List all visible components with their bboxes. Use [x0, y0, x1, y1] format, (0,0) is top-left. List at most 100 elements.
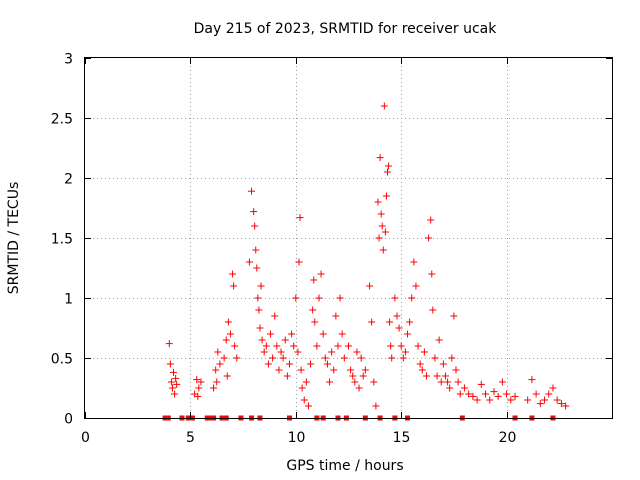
- y-tick-label: 2.5: [51, 112, 73, 128]
- data-point: [366, 282, 374, 290]
- data-point: [277, 348, 285, 356]
- data-point: [435, 336, 443, 344]
- data-point: [285, 360, 293, 368]
- data-point: [433, 372, 441, 380]
- y-tick-label: 1: [64, 292, 73, 308]
- data-point: [406, 318, 414, 326]
- data-point: [319, 330, 327, 338]
- data-point: [465, 390, 473, 398]
- data-point: [260, 348, 268, 356]
- data-point: [296, 214, 304, 222]
- data-point: [386, 318, 394, 326]
- data-point: [429, 306, 437, 314]
- data-point: [431, 354, 439, 362]
- data-point: [372, 402, 380, 410]
- data-point: [258, 336, 266, 344]
- data-point: [230, 282, 238, 290]
- data-point: [404, 330, 412, 338]
- data-point: [315, 294, 323, 302]
- x-tick-label: 15: [393, 430, 411, 446]
- data-point: [498, 378, 506, 386]
- data-point: [355, 384, 363, 392]
- data-point: [528, 376, 536, 384]
- data-point: [416, 360, 424, 368]
- data-point: [257, 282, 265, 290]
- data-point: [273, 342, 281, 350]
- data-point: [456, 390, 464, 398]
- data-point: [214, 348, 222, 356]
- data-point: [313, 342, 321, 350]
- grid: [85, 58, 612, 418]
- data-point: [194, 392, 202, 400]
- data-point: [393, 312, 401, 320]
- data-point: [562, 402, 570, 410]
- data-point: [336, 294, 344, 302]
- data-point: [446, 384, 454, 392]
- data-point: [281, 336, 289, 344]
- y-tick-label: 2: [64, 172, 73, 188]
- data-point: [380, 102, 388, 110]
- data-point: [553, 396, 561, 404]
- data-point: [381, 228, 389, 236]
- data-point: [256, 324, 264, 332]
- data-point: [330, 366, 338, 374]
- data-point: [288, 330, 296, 338]
- data-point: [212, 366, 220, 374]
- data-point: [173, 380, 181, 388]
- data-point: [168, 384, 176, 392]
- data-point: [379, 246, 387, 254]
- data-point: [167, 378, 175, 386]
- data-point: [248, 187, 256, 195]
- data-point: [541, 396, 549, 404]
- data-point: [253, 264, 261, 272]
- data-point: [370, 378, 378, 386]
- data-point: [317, 270, 325, 278]
- data-point: [294, 348, 302, 356]
- data-point: [349, 372, 357, 380]
- data-point: [347, 366, 355, 374]
- data-point: [486, 396, 494, 404]
- data-point: [328, 348, 336, 356]
- data-point: [297, 366, 305, 374]
- plot-frame: [84, 57, 613, 419]
- data-point: [391, 294, 399, 302]
- data-point: [412, 282, 420, 290]
- data-point: [368, 318, 376, 326]
- data-point: [549, 384, 557, 392]
- data-point: [454, 378, 462, 386]
- data-point: [172, 374, 180, 382]
- data-point: [422, 372, 430, 380]
- x-tick-label: 5: [186, 430, 195, 446]
- data-point: [290, 342, 298, 350]
- y-tick-label: 0.5: [51, 352, 73, 368]
- x-tick-label: 10: [288, 430, 306, 446]
- data-point: [382, 192, 390, 200]
- data-point: [477, 380, 485, 388]
- data-point: [557, 400, 565, 408]
- data-point: [170, 368, 178, 376]
- data-point: [251, 222, 259, 230]
- data-point: [383, 168, 391, 176]
- data-point: [307, 360, 315, 368]
- data-point: [220, 354, 228, 362]
- data-point: [378, 222, 386, 230]
- data-point: [275, 366, 283, 374]
- data-point: [545, 390, 553, 398]
- data-point: [310, 276, 318, 284]
- x-tick-label: 20: [499, 430, 517, 446]
- data-point: [473, 396, 481, 404]
- y-axis-label: SRMTID / TECUs: [6, 182, 22, 295]
- data-point: [197, 378, 205, 386]
- data-point: [269, 354, 277, 362]
- data-point: [295, 258, 303, 266]
- data-point: [448, 354, 456, 362]
- data-point: [210, 384, 218, 392]
- data-point: [536, 400, 544, 408]
- data-point: [298, 384, 306, 392]
- data-point: [490, 388, 498, 396]
- data-point: [309, 306, 317, 314]
- data-point: [511, 392, 519, 400]
- data-point: [503, 390, 511, 398]
- data-point: [166, 360, 174, 368]
- data-point: [292, 294, 300, 302]
